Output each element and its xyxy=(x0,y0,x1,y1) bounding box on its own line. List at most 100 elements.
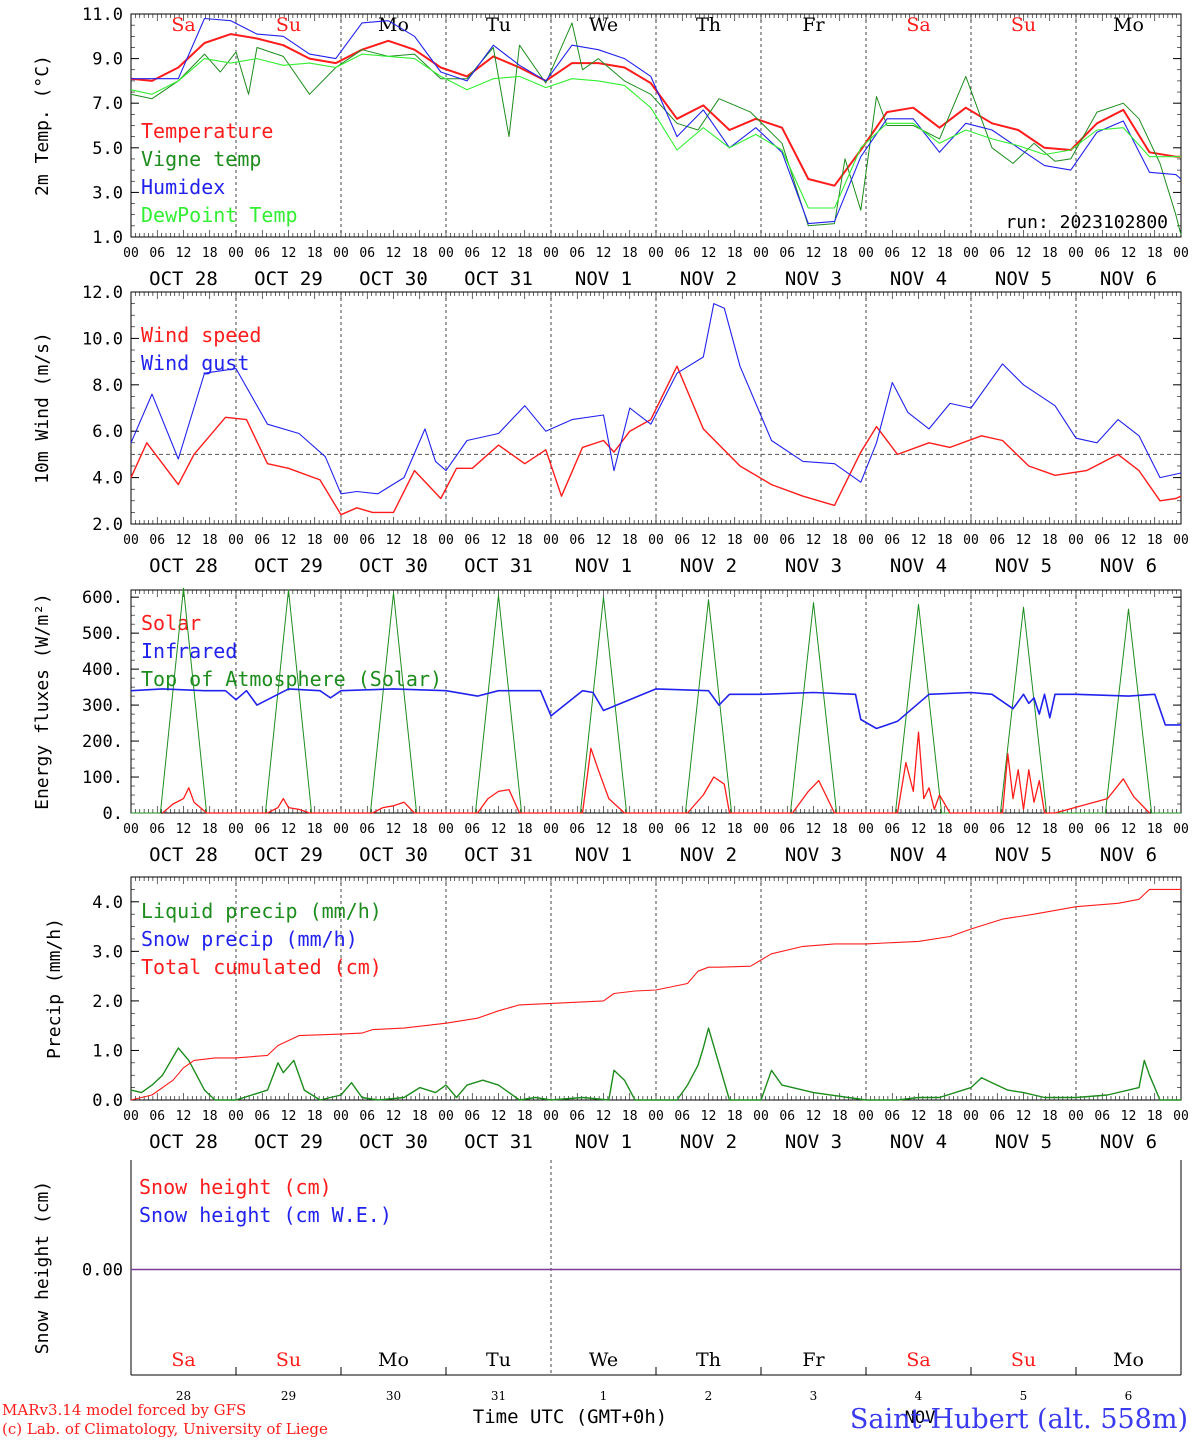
hour-label: 00 xyxy=(1068,533,1084,548)
day-name: Su xyxy=(276,14,301,36)
legend-entry: Snow height (cm) xyxy=(139,1175,332,1199)
day-name: Su xyxy=(1011,14,1036,36)
legend-entry: Wind speed xyxy=(141,323,261,347)
hour-label: 06 xyxy=(989,822,1005,837)
date-label: NOV 3 xyxy=(785,555,842,577)
hour-label: 18 xyxy=(202,1109,218,1124)
hour-label: 18 xyxy=(1042,246,1058,261)
hour-label: 06 xyxy=(674,246,690,261)
hour-label: 06 xyxy=(149,533,165,548)
hour-label: 06 xyxy=(1094,246,1110,261)
hour-label: 12 xyxy=(701,822,717,837)
hour-label: 06 xyxy=(674,822,690,837)
hour-label: 18 xyxy=(727,246,743,261)
series-infrared xyxy=(130,688,1181,730)
date-label: OCT 30 xyxy=(359,268,428,290)
hour-label: 06 xyxy=(569,1109,585,1124)
hour-label: 12 xyxy=(386,533,402,548)
hour-label: 18 xyxy=(622,533,638,548)
y-axis-label: 2m Temp. (°C) xyxy=(32,55,53,196)
day-number: 5 xyxy=(1020,1389,1028,1403)
hour-label: 12 xyxy=(491,246,507,261)
date-label: NOV 4 xyxy=(890,268,947,290)
hour-label: 06 xyxy=(464,1109,480,1124)
hour-label: 00 xyxy=(123,1109,139,1124)
hour-label: 06 xyxy=(254,1109,270,1124)
hour-label: 00 xyxy=(858,246,874,261)
y-tick-label: 9.0 xyxy=(92,50,123,70)
date-label: OCT 29 xyxy=(254,268,323,290)
panel-2: 00 06 12 18 00 06 12 18 00 06 12 18 00 06 12 18 00 06 12 18… xyxy=(32,283,1189,577)
day-name: We xyxy=(589,1349,618,1371)
hour-label: 18 xyxy=(937,246,953,261)
hour-label: 12 xyxy=(491,1109,507,1124)
hour-label: 12 xyxy=(281,822,297,837)
hour-label: 00 xyxy=(333,1109,349,1124)
hour-label: 06 xyxy=(884,246,900,261)
y-tick-label: 1.0 xyxy=(92,228,123,248)
panel-3: 00 06 12 18 00 06 12 18 00 06 12 18 00 06 12 18 00 06 12 18… xyxy=(32,587,1189,866)
hour-label: 00 xyxy=(858,1109,874,1124)
day-number: 30 xyxy=(386,1389,401,1403)
hour-label: 06 xyxy=(254,822,270,837)
hour-label: 18 xyxy=(307,246,323,261)
date-label: NOV 2 xyxy=(680,268,737,290)
hour-label: 00 xyxy=(228,822,244,837)
hour-label: 18 xyxy=(1042,1109,1058,1124)
hour-label: 12 xyxy=(176,822,192,837)
hour-label: 18 xyxy=(1042,822,1058,837)
hour-label: 18 xyxy=(1147,533,1163,548)
hour-label: 18 xyxy=(727,533,743,548)
legend-entry: Solar xyxy=(141,611,201,635)
day-name: Th xyxy=(696,14,721,36)
day-name: Su xyxy=(276,1349,301,1371)
hour-label: 06 xyxy=(149,822,165,837)
hour-label: 06 xyxy=(989,246,1005,261)
hour-label: 00 xyxy=(123,822,139,837)
hour-label: 18 xyxy=(517,246,533,261)
hour-label: 00 xyxy=(1173,822,1189,837)
hour-label: 18 xyxy=(307,533,323,548)
hour-label: 12 xyxy=(806,1109,822,1124)
date-label: NOV 4 xyxy=(890,555,947,577)
day-name: Sa xyxy=(171,1349,195,1371)
hour-label: 00 xyxy=(1068,822,1084,837)
hour-label: 06 xyxy=(464,822,480,837)
y-tick-label: 6.0 xyxy=(92,422,123,442)
day-number: 28 xyxy=(176,1389,191,1403)
hour-label: 18 xyxy=(307,1109,323,1124)
date-label: NOV 2 xyxy=(680,1131,737,1153)
hour-label: 00 xyxy=(1173,246,1189,261)
hour-label: 00 xyxy=(1068,1109,1084,1124)
hour-label: 06 xyxy=(1094,822,1110,837)
hour-label: 18 xyxy=(517,822,533,837)
date-label: OCT 28 xyxy=(149,844,218,866)
hour-label: 00 xyxy=(963,1109,979,1124)
hour-label: 12 xyxy=(1016,533,1032,548)
day-name: Tu xyxy=(486,1349,511,1371)
day-name: Sa xyxy=(906,14,930,36)
series-wind-speed xyxy=(130,365,1182,516)
legend-entry: Wind gust xyxy=(141,351,249,375)
hour-label: 06 xyxy=(884,1109,900,1124)
date-label: NOV 1 xyxy=(575,844,632,866)
hour-label: 12 xyxy=(596,533,612,548)
legend-entry: DewPoint Temp xyxy=(141,203,298,227)
series-dewpoint-temp xyxy=(130,53,1181,209)
hour-label: 12 xyxy=(1016,822,1032,837)
hour-label: 12 xyxy=(386,1109,402,1124)
footer-time-label: Time UTC (GMT+0h) xyxy=(473,1406,667,1428)
hour-label: 18 xyxy=(937,822,953,837)
day-number: 4 xyxy=(915,1389,923,1403)
date-label: OCT 28 xyxy=(149,268,218,290)
date-label: NOV 3 xyxy=(785,1131,842,1153)
y-tick-label: 7.0 xyxy=(92,94,123,114)
hour-label: 06 xyxy=(359,822,375,837)
hour-label: 06 xyxy=(674,1109,690,1124)
hour-label: 00 xyxy=(648,246,664,261)
hour-label: 18 xyxy=(517,1109,533,1124)
series-liquid-precip-mm-h- xyxy=(130,1027,1181,1101)
hour-label: 00 xyxy=(123,246,139,261)
hour-label: 00 xyxy=(543,822,559,837)
hour-label: 00 xyxy=(648,822,664,837)
